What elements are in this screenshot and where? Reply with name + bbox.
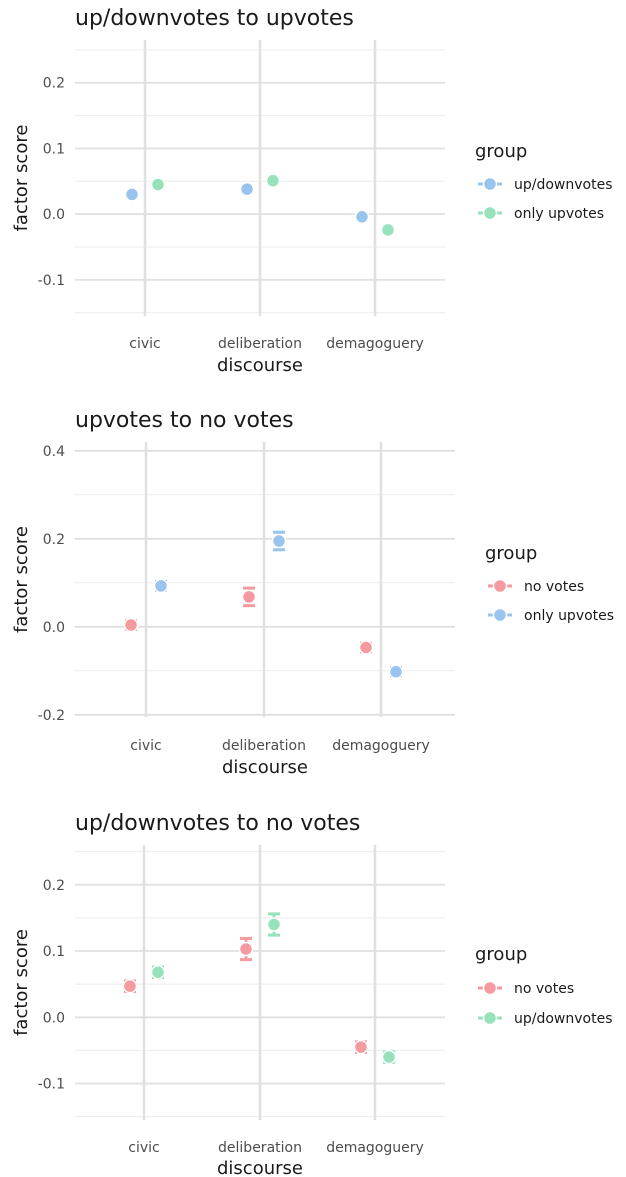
data-point-group: [388, 664, 404, 679]
legend-item: no votes: [488, 578, 584, 595]
x-tick-label: civic: [130, 738, 161, 754]
chart-panel-1: up/downvotes to upvotes -0.1 0.0 0.1 0.2 civ…: [0, 0, 626, 392]
data-point-group: [153, 578, 169, 594]
data-point: [266, 917, 282, 932]
legend-title: group: [475, 944, 527, 965]
legend-key-point: [492, 607, 508, 623]
x-axis-title: discourse: [217, 355, 303, 376]
data-point: [238, 941, 254, 957]
data-point-group: [266, 912, 282, 937]
y-axis-title: factor score: [11, 125, 32, 232]
legend-label: up/downvotes: [514, 1011, 613, 1027]
data-point-group: [381, 1049, 397, 1065]
data-point: [388, 664, 404, 679]
data-point: [265, 173, 281, 188]
y-tick-label: 0.0: [43, 1010, 65, 1026]
x-tick-label: demagoguery: [326, 1140, 424, 1156]
y-tick-label: 0.0: [43, 207, 65, 223]
legend-label: up/downvotes: [514, 177, 613, 193]
y-tick-label: -0.1: [38, 1077, 65, 1093]
data-point-group: [123, 617, 139, 633]
x-tick-label: demagoguery: [326, 336, 424, 352]
data-point: [353, 1039, 369, 1055]
legend-item: up/downvotes: [478, 176, 613, 193]
data-point-group: [265, 173, 281, 188]
data-point: [123, 617, 139, 633]
data-point: [380, 222, 396, 238]
legend-title: group: [485, 543, 537, 564]
data-point-group: [380, 222, 396, 238]
data-point-group: [353, 1039, 369, 1055]
data-point: [239, 181, 255, 197]
legend-label: only upvotes: [524, 608, 614, 624]
data-point: [354, 209, 370, 225]
legend-title: group: [475, 141, 527, 162]
data-point-group: [358, 640, 374, 655]
legend-key-point: [492, 578, 508, 594]
legend-item: up/downvotes: [478, 1010, 613, 1027]
chart-panel-2: upvotes to no votes -0.2 0.0 0.2 0.4 civic de…: [0, 402, 626, 794]
chart-title: up/downvotes to upvotes: [75, 6, 354, 31]
data-point-group: [239, 181, 255, 197]
data-point: [381, 1049, 397, 1065]
x-tick-label: deliberation: [218, 336, 302, 352]
y-tick-label: 0.2: [43, 76, 65, 92]
data-point-group: [150, 964, 166, 980]
legend-item: only upvotes: [478, 205, 604, 222]
chart-svg-1: -0.1 0.0 0.1 0.2 civic deliberation demagoguer…: [11, 40, 613, 376]
y-axis-title: factor score: [11, 526, 32, 633]
data-point-group: [150, 177, 166, 192]
y-tick-label: 0.0: [43, 620, 65, 636]
data-point-group: [122, 978, 138, 994]
data-point: [271, 533, 287, 549]
x-tick-label: civic: [128, 1140, 159, 1156]
y-axis-title: factor score: [11, 929, 32, 1036]
y-tick-label: -0.2: [38, 708, 65, 724]
legend-key-point: [482, 176, 498, 192]
legend-label: no votes: [514, 981, 574, 997]
y-tick-label: -0.1: [38, 273, 65, 289]
data-point-group: [354, 209, 370, 225]
y-tick-label: 0.4: [43, 444, 65, 460]
chart-svg-3: -0.1 0.0 0.1 0.2 civic deliberation demagoguer…: [11, 845, 613, 1177]
chart-title: upvotes to no votes: [75, 408, 294, 433]
x-axis-title: discourse: [217, 1158, 303, 1177]
data-point: [150, 177, 166, 192]
x-tick-label: civic: [129, 336, 160, 352]
data-point-group: [238, 936, 254, 962]
data-point-group: [124, 187, 140, 202]
chart-title: up/downvotes to no votes: [75, 811, 361, 836]
x-tick-label: deliberation: [218, 1140, 302, 1156]
y-tick-label: 0.1: [43, 141, 65, 157]
data-point: [241, 589, 257, 605]
legend-label: no votes: [524, 579, 584, 595]
data-point: [358, 640, 374, 655]
data-point: [153, 578, 169, 594]
legend-key-point: [482, 980, 498, 996]
legend-key-point: [482, 1010, 498, 1026]
chart-panel-3: up/downvotes to no votes -0.1 0.0 0.1 0.2 ci…: [0, 805, 626, 1177]
x-tick-label: deliberation: [222, 738, 306, 754]
y-tick-label: 0.2: [43, 878, 65, 894]
data-point-group: [271, 530, 287, 552]
y-tick-label: 0.2: [43, 532, 65, 548]
data-point: [150, 964, 166, 980]
data-point-group: [241, 586, 257, 608]
legend-key-point: [482, 205, 498, 221]
x-axis-title: discourse: [222, 757, 308, 778]
legend-label: only upvotes: [514, 206, 604, 222]
legend-item: no votes: [478, 980, 574, 997]
legend-item: only upvotes: [488, 607, 614, 624]
x-tick-label: demagoguery: [332, 738, 430, 754]
chart-svg-2: -0.2 0.0 0.2 0.4 civic deliberation demagoguer…: [11, 442, 614, 778]
data-point: [122, 978, 138, 994]
y-tick-label: 0.1: [43, 944, 65, 960]
data-point: [124, 187, 140, 202]
